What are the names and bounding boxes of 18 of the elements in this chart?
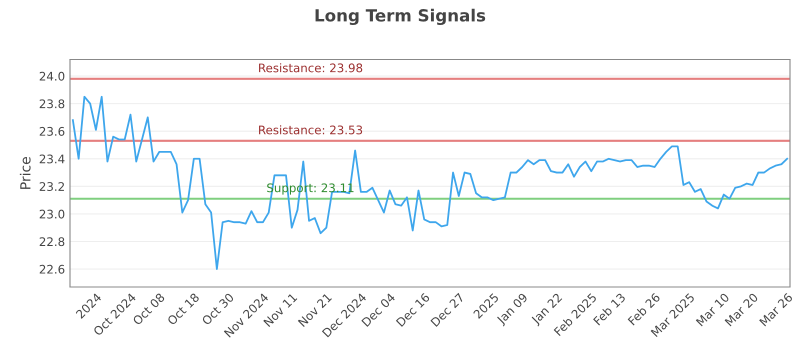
- y-tick-label: 22.8: [40, 237, 64, 246]
- y-tick-label: 23.8: [40, 99, 64, 108]
- x-tick-label: Mar 26: [759, 292, 794, 327]
- x-tick-label: Oct 18: [166, 292, 200, 326]
- y-tick-label: 23.6: [40, 126, 64, 136]
- x-tick-label: Dec 16: [396, 292, 430, 327]
- chart-title: Long Term Signals: [316, 8, 486, 26]
- x-tick-label: Oct 30: [201, 292, 234, 326]
- y-axis-title: Price: [20, 157, 31, 189]
- y-tick-label: 24.0: [40, 72, 64, 81]
- line-series: [72, 96, 788, 270]
- y-tick-label: 22.6: [40, 264, 64, 274]
- x-tick-label: Dec 27: [430, 292, 465, 327]
- y-tick-label: 23.2: [40, 182, 64, 191]
- ref-line-label: Resistance: 23.98: [259, 63, 362, 72]
- y-tick-label: 23.4: [40, 154, 64, 164]
- ref-line-label: Resistance: 23.53: [259, 125, 362, 134]
- y-tick-label: 23.0: [40, 210, 64, 219]
